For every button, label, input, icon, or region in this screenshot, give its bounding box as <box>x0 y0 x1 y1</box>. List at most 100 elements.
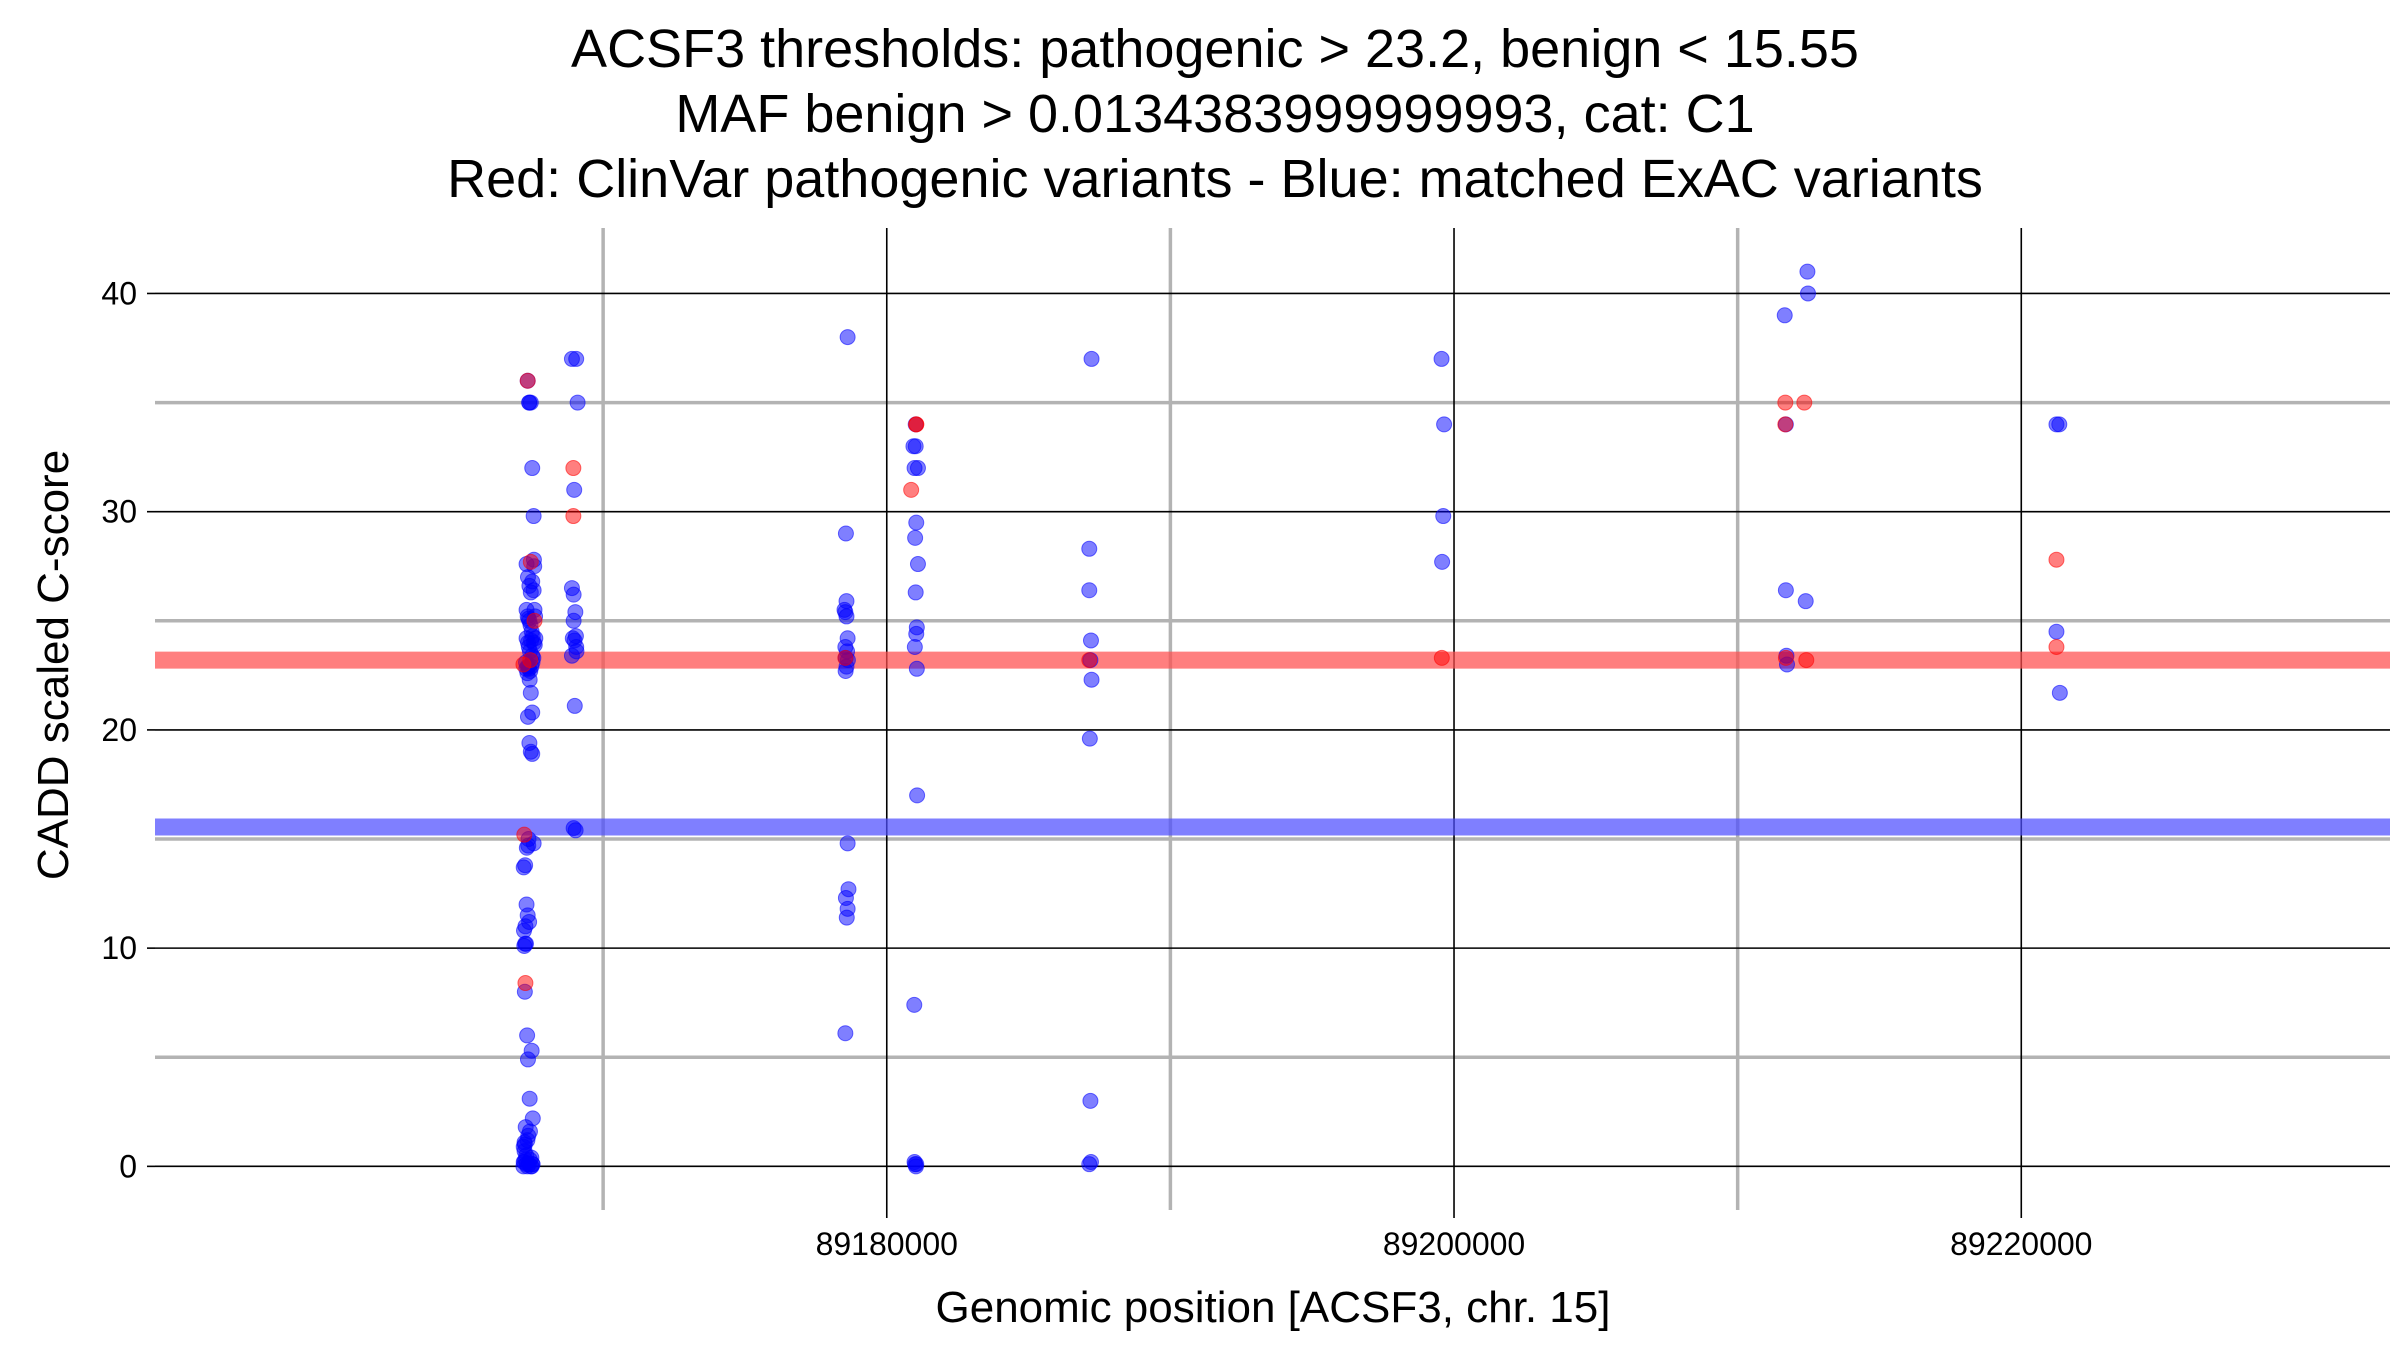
pathogenic-point <box>1081 652 1098 669</box>
benign-point <box>566 481 583 498</box>
pathogenic-point <box>519 372 536 389</box>
pathogenic-point <box>565 508 582 525</box>
benign-point <box>566 697 583 714</box>
benign-point <box>839 835 856 852</box>
pathogenic-point <box>1777 416 1794 433</box>
benign-point <box>2051 416 2068 433</box>
x-tick-label: 89200000 <box>1383 1226 1525 1262</box>
pathogenic-point <box>517 975 534 992</box>
benign-point <box>2051 684 2068 701</box>
pathogenic-point <box>522 652 539 669</box>
benign-point <box>1777 582 1794 599</box>
benign-point <box>1434 553 1451 570</box>
benign-point <box>1083 350 1100 367</box>
benign-point <box>909 787 926 804</box>
pathogenic-point <box>903 481 920 498</box>
chart-title-line-1: ACSF3 thresholds: pathogenic > 23.2, ben… <box>571 19 1859 79</box>
y-tick-label: 40 <box>101 275 137 311</box>
pathogenic-point <box>2048 551 2065 568</box>
benign-point <box>568 350 585 367</box>
benign-point <box>1082 1092 1099 1109</box>
benign-point <box>524 460 541 477</box>
benign-point <box>519 708 536 725</box>
benign-point <box>1797 593 1814 610</box>
chart-title-line-3: Red: ClinVar pathogenic variants - Blue:… <box>447 149 1983 209</box>
y-axis-ticks: 0 10 20 30 40 <box>101 275 155 1184</box>
benign-point <box>1081 730 1098 747</box>
pathogenic-point <box>522 553 539 570</box>
benign-point <box>569 394 586 411</box>
benign-point <box>838 909 855 926</box>
benign-point <box>522 394 539 411</box>
pathogenic-point <box>908 416 925 433</box>
benign-point <box>563 647 580 664</box>
chart-title: ACSF3 thresholds: pathogenic > 23.2, ben… <box>447 19 1983 209</box>
benign-point <box>516 1134 533 1151</box>
benign-point <box>1433 350 1450 367</box>
pathogenic-point <box>1433 649 1450 666</box>
benign-point <box>2048 623 2065 640</box>
pathogenic-point <box>565 460 582 477</box>
benign-point <box>907 584 924 601</box>
pathogenic-point <box>516 826 533 843</box>
benign-point <box>1799 285 1816 302</box>
benign-point <box>522 684 539 701</box>
y-tick-label: 10 <box>101 930 137 966</box>
benign-point <box>908 514 925 531</box>
benign-point <box>517 857 534 874</box>
pathogenic-point <box>1798 652 1815 669</box>
benign-point <box>565 612 582 629</box>
y-axis-title: CADD scaled C-score <box>29 450 78 880</box>
benign-point <box>908 660 925 677</box>
pathogenic-point <box>1796 394 1813 411</box>
benign-point <box>907 529 924 546</box>
benign-point <box>516 937 533 954</box>
benign-point <box>905 438 922 455</box>
pathogenic-points <box>515 372 2065 992</box>
major-gridlines <box>155 228 2390 1210</box>
benign-points <box>515 263 2068 1175</box>
benign-point <box>906 638 923 655</box>
benign-point <box>1083 671 1100 688</box>
x-axis-title: Genomic position [ACSF3, chr. 15] <box>936 1283 1611 1332</box>
benign-point <box>524 745 541 762</box>
benign-point <box>1436 416 1453 433</box>
pathogenic-point <box>526 612 543 629</box>
benign-point <box>519 1051 536 1068</box>
pathogenic-point <box>1777 649 1794 666</box>
benign-point <box>567 822 584 839</box>
data-points <box>515 263 2068 1175</box>
benign-point <box>565 586 582 603</box>
minor-gridlines <box>155 228 2390 1210</box>
benign-point <box>518 1147 535 1164</box>
pathogenic-point <box>837 649 854 666</box>
benign-point <box>1081 582 1098 599</box>
pathogenic-point <box>2048 638 2065 655</box>
benign-point <box>1776 307 1793 324</box>
y-tick-label: 30 <box>101 494 137 530</box>
benign-point <box>1082 632 1099 649</box>
benign-point <box>909 460 926 477</box>
y-tick-label: 0 <box>119 1148 137 1184</box>
benign-point <box>519 1027 536 1044</box>
benign-point <box>1435 508 1452 525</box>
benign-point <box>839 329 856 346</box>
benign-point <box>1799 263 1816 280</box>
benign-point <box>1082 1153 1099 1170</box>
benign-point <box>523 632 540 649</box>
benign-point <box>525 582 542 599</box>
benign-point <box>1081 540 1098 557</box>
x-tick-label: 89220000 <box>1950 1226 2092 1262</box>
x-axis-ticks: 89180000 89200000 89220000 <box>816 1210 2092 1262</box>
x-tick-label: 89180000 <box>816 1226 958 1262</box>
benign-point <box>521 1090 538 1107</box>
pathogenic-point <box>1777 394 1794 411</box>
chart-title-line-2: MAF benign > 0.0134383999999993, cat: C1 <box>675 84 1754 144</box>
benign-point <box>525 508 542 525</box>
benign-point <box>906 996 923 1013</box>
benign-point <box>837 525 854 542</box>
benign-point <box>907 1158 924 1175</box>
y-tick-label: 20 <box>101 712 137 748</box>
